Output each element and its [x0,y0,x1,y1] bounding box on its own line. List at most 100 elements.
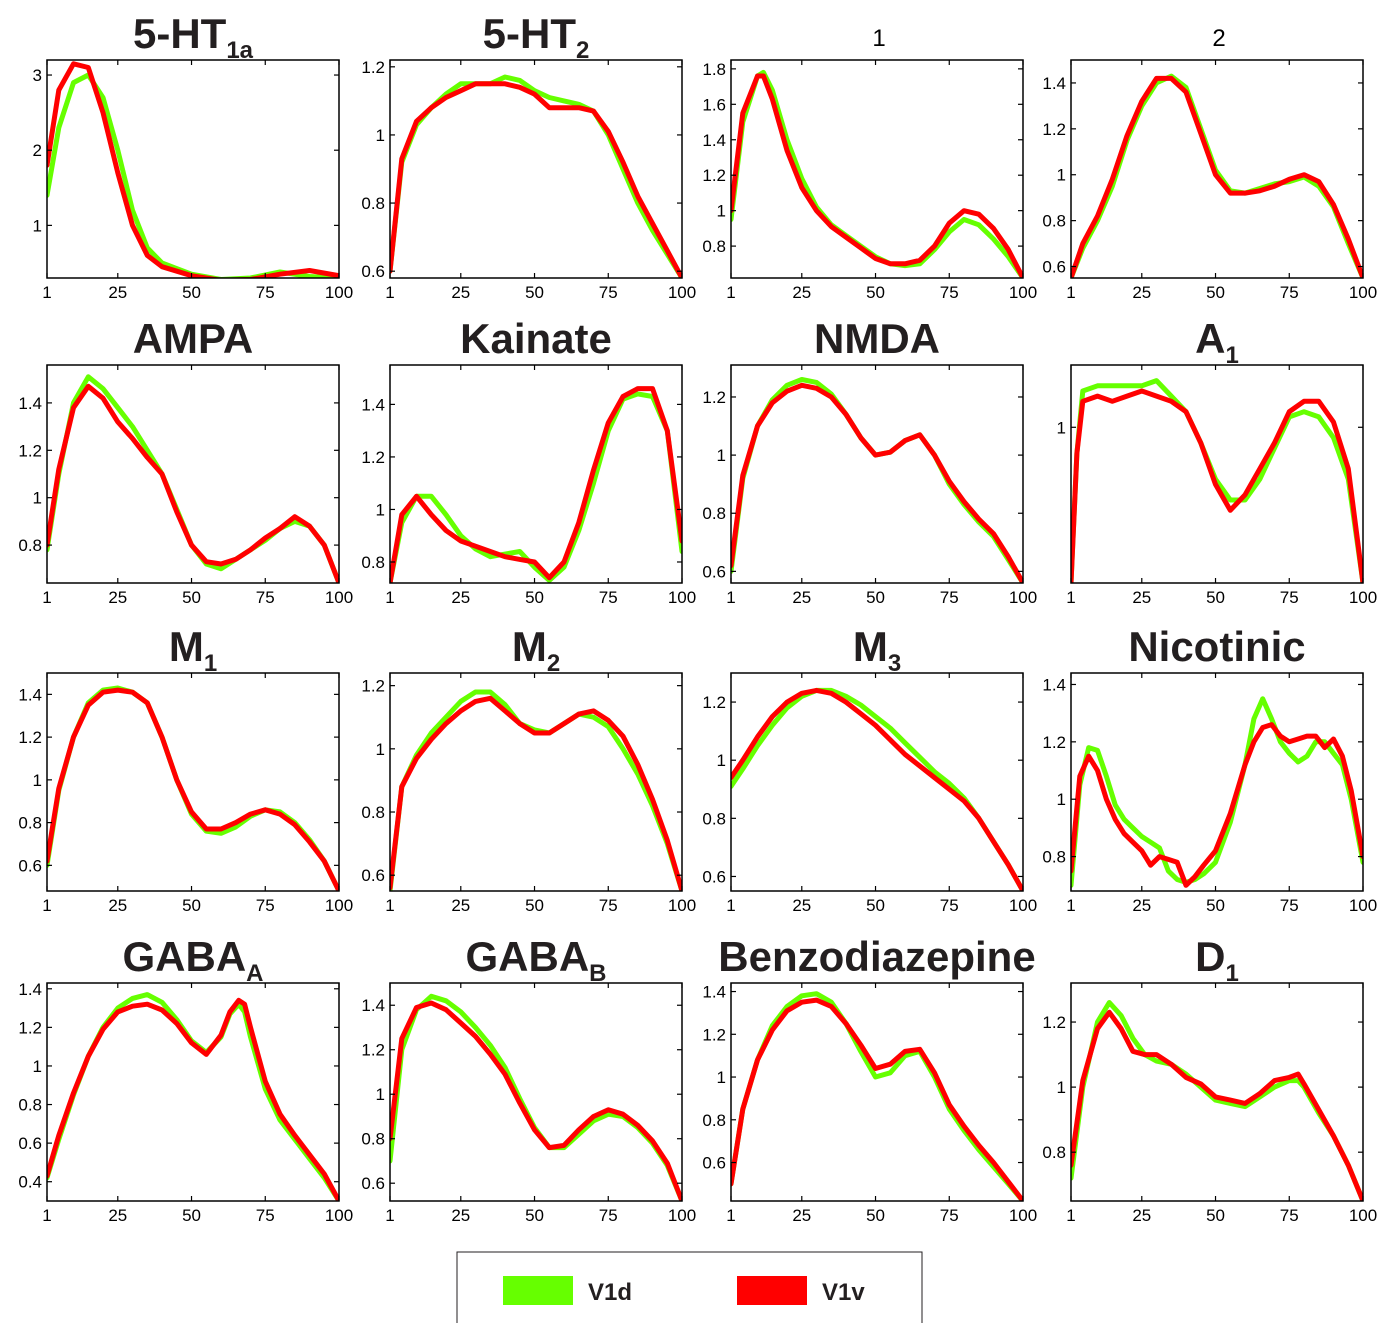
y-tick-label: 0.8 [361,553,385,572]
y-tick-label: 1.4 [702,983,726,1002]
series-line-v1d [47,72,339,278]
series-line-v1v [731,73,1023,278]
panel-title-subscript: 2 [547,650,560,677]
x-tick-label: 75 [1280,283,1299,302]
x-tick-label: 100 [1009,283,1037,302]
axes-frame [46,672,340,892]
chart-panel: 1 25 50 75 100 0.8 1 1.2 1.4 AMPA [18,315,353,607]
x-tick-label: 25 [451,896,470,915]
y-tick-label: 1.4 [1042,74,1066,93]
y-tick-label: 1 [376,126,385,145]
x-tick-label: 1 [1066,1206,1075,1225]
x-tick-label: 75 [256,1206,275,1225]
x-tick-label: 1 [726,896,735,915]
series-line-v1v [47,61,339,278]
x-tick-label: 50 [866,896,885,915]
x-tick-label: 1 [1066,283,1075,302]
x-tick-label: 100 [325,896,353,915]
chart-panel: 1 25 50 75 100 0.6 0.8 1 1.2 M2 [361,623,696,915]
y-tick-label: 1.2 [702,388,726,407]
chart-panel: 1 25 50 75 100 0.8 1 1.2 1.4 Nicotinic [1042,623,1377,915]
y-tick-label: 1.6 [702,95,726,114]
series-line-v1d [47,374,339,583]
series-line-v1d [1071,1000,1363,1201]
x-tick-label: 75 [256,283,275,302]
axes-frame [730,982,1024,1202]
series-line-v1d [390,993,682,1201]
x-tick-label: 50 [866,283,885,302]
y-tick-label: 1.2 [1042,120,1066,139]
y-tick-label: 1.2 [361,1041,385,1060]
series-line-v1v [1071,1009,1363,1201]
y-tick-label: 0.8 [18,536,42,555]
y-tick-label: 3 [33,66,42,85]
x-tick-label: 100 [668,283,696,302]
x-tick-label: 50 [525,896,544,915]
series-line-v1d [731,377,1023,583]
y-tick-label: 0.4 [18,1173,42,1192]
x-tick-label: 75 [1280,896,1299,915]
panel-title-subscript: 3 [888,650,901,677]
panel-title: GABAB [465,933,606,987]
x-tick-label: 100 [668,1206,696,1225]
panel-title-subscript: A [246,960,263,987]
x-tick-label: 25 [792,896,811,915]
x-tick-label: 50 [1206,588,1225,607]
y-tick-label: 1.2 [361,58,385,77]
y-tick-label: 0.6 [18,1134,42,1153]
y-tick-label: 1.2 [18,1018,42,1037]
y-tick-label: 0.8 [361,194,385,213]
series-line-v1v [731,687,1023,891]
series-line-v1d [731,687,1023,891]
axes-frame [389,59,683,279]
x-tick-label: 25 [451,1206,470,1225]
series-line-v1v [1071,722,1363,888]
x-tick-label: 1 [385,588,394,607]
series-line-v1v [390,695,682,891]
axes-frame [389,364,683,584]
panel-title-subscript: 1 [1225,342,1238,369]
chart-panel: 1 25 50 75 100 0.6 0.8 1 1.2 5-HT2 [361,10,696,302]
series-line-v1v [47,383,339,583]
y-tick-label: 1.4 [18,394,42,413]
y-tick-label: 1.4 [1042,675,1066,694]
x-tick-label: 100 [1349,1206,1377,1225]
x-tick-label: 75 [940,283,959,302]
x-tick-label: 1 [1066,896,1075,915]
axes-frame [730,59,1024,279]
x-tick-label: 25 [451,588,470,607]
x-tick-label: 75 [256,588,275,607]
x-tick-label: 50 [525,588,544,607]
series-line-v1v [1071,75,1363,278]
panel-title: 1 [872,25,885,52]
x-tick-label: 25 [108,588,127,607]
x-tick-label: 100 [668,588,696,607]
y-tick-label: 0.6 [1042,258,1066,277]
x-tick-label: 75 [599,588,618,607]
y-tick-label: 1 [376,1085,385,1104]
series-line-v1d [390,689,682,891]
x-tick-label: 50 [866,588,885,607]
y-tick-label: 1.2 [18,441,42,460]
axes-frame [389,672,683,892]
x-tick-label: 1 [726,1206,735,1225]
y-tick-label: 0.8 [702,504,726,523]
y-tick-label: 0.6 [702,867,726,886]
y-tick-label: 1.2 [702,166,726,185]
y-tick-label: 0.8 [1042,212,1066,231]
axes-frame [1070,364,1364,584]
axes-frame [46,364,340,584]
panel-title: A1 [1195,315,1239,369]
chart-panel: 1 25 50 75 100 0.8 1 1.2 D1 [1042,933,1377,1225]
x-tick-label: 1 [385,896,394,915]
x-tick-label: 50 [525,283,544,302]
panel-title: 5-HT1a [133,10,254,64]
chart-panel: 1 25 50 75 100 0.6 0.8 1 1.2 NMDA [702,315,1037,607]
x-tick-label: 50 [182,588,201,607]
legend: V1d V1v [456,1251,923,1323]
y-tick-label: 1.2 [702,1025,726,1044]
y-tick-label: 1.4 [361,395,385,414]
y-tick-label: 0.8 [702,809,726,828]
